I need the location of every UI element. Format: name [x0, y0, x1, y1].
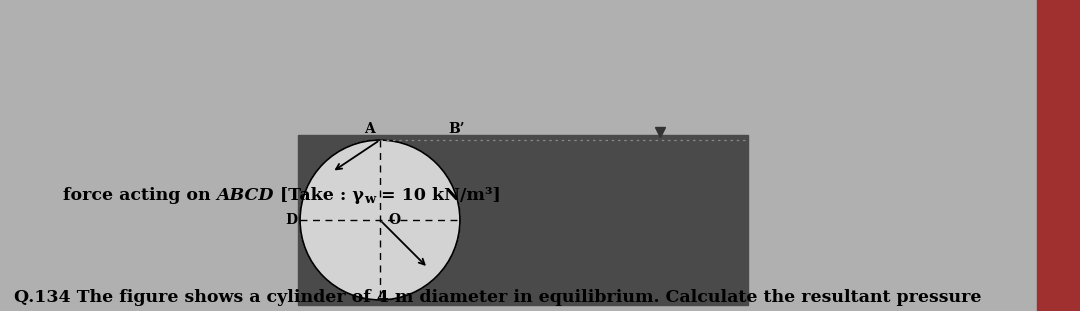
Text: [Take : γ: [Take : γ	[273, 187, 364, 204]
Text: O: O	[388, 213, 400, 227]
Text: Q.134 The figure shows a cylinder of 4 m diameter in equilibrium. Calculate the : Q.134 The figure shows a cylinder of 4 m…	[14, 289, 982, 306]
Text: = 10 kN/m³]: = 10 kN/m³]	[375, 187, 501, 204]
Circle shape	[300, 140, 460, 300]
Text: B’: B’	[448, 122, 464, 136]
Bar	[1037, 0, 1080, 311]
Text: ABCD: ABCD	[216, 187, 273, 204]
Text: A: A	[364, 122, 375, 136]
Text: D: D	[285, 213, 297, 227]
Text: w: w	[364, 193, 375, 207]
Bar	[298, 135, 748, 305]
Text: force acting on: force acting on	[63, 187, 216, 204]
